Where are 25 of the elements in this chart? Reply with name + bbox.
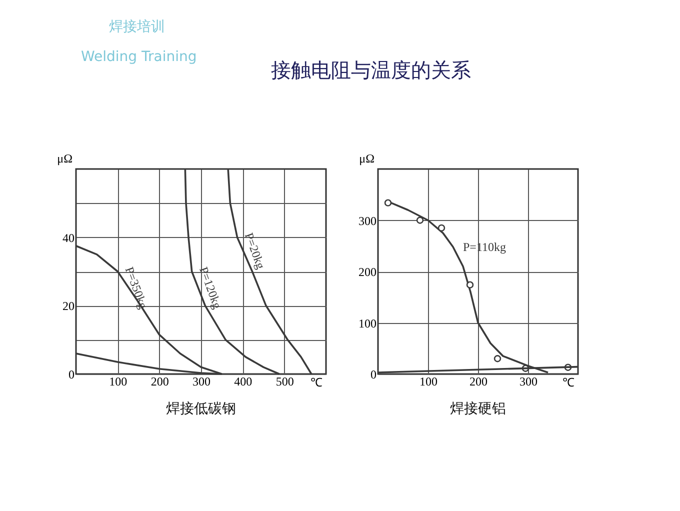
y-axis-title: μΩ — [359, 152, 375, 166]
y-tick-label: 20 — [62, 299, 74, 314]
text: 接触电阻与温度的关系 — [271, 58, 471, 82]
x-tick-label: 300 — [192, 374, 210, 388]
y-tick-label: 300 — [358, 214, 376, 228]
text: 焊接低碳钢 — [166, 400, 236, 416]
y-tick-label: 0 — [370, 368, 376, 382]
x-tick-label: 200 — [470, 374, 488, 388]
x-tick-label: 300 — [520, 374, 538, 388]
x-axis-title: ℃ — [562, 376, 574, 390]
x-tick-label: 500 — [276, 374, 294, 388]
text: Welding Training — [81, 49, 197, 65]
y-tick-label: 100 — [358, 316, 376, 330]
text: P=20kg — [242, 230, 268, 271]
x-tick-label: 200 — [150, 374, 169, 388]
x-axis-title: ℃ — [310, 376, 322, 390]
text: 焊接硬铝 — [450, 400, 506, 416]
y-tick-label: 0 — [68, 368, 74, 382]
text: 焊接培训 — [109, 19, 165, 35]
y-tick-label: 40 — [62, 230, 74, 245]
y-tick-label: 200 — [358, 265, 376, 279]
x-tick-label: 100 — [420, 374, 438, 388]
y-axis-title: μΩ — [57, 152, 73, 166]
x-tick-label: 400 — [234, 374, 252, 388]
x-tick-label: 100 — [109, 374, 128, 388]
